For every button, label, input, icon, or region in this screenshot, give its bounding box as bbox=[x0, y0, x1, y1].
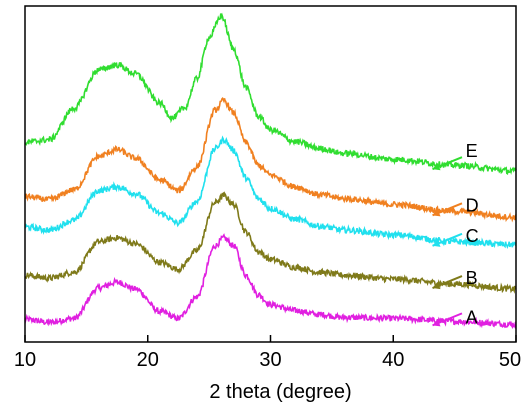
series-arrowhead-e bbox=[432, 162, 441, 171]
series-label-e: E bbox=[466, 141, 478, 161]
x-axis-label: 2 theta (degree) bbox=[209, 381, 351, 403]
x-tick-label-20: 20 bbox=[137, 349, 159, 371]
series-label-c: C bbox=[466, 226, 479, 246]
x-axis-ticks: 10 20 30 40 50 bbox=[14, 335, 521, 371]
series-label-d: D bbox=[466, 195, 479, 215]
series-labels: AB CD E bbox=[432, 141, 479, 327]
series-curves bbox=[24, 12, 517, 330]
series-line-e bbox=[24, 12, 517, 176]
series-label-a: A bbox=[466, 307, 478, 327]
series-arrowhead-c bbox=[432, 239, 441, 247]
x-tick-label-10: 10 bbox=[14, 349, 36, 371]
series-arrowhead-b bbox=[432, 281, 441, 290]
series-line-d bbox=[24, 97, 517, 223]
series-line-b bbox=[24, 191, 517, 294]
series-arrowhead-d bbox=[432, 208, 441, 217]
series-label-b: B bbox=[466, 268, 478, 288]
x-tick-label-40: 40 bbox=[382, 349, 404, 371]
series-line-a bbox=[24, 233, 517, 330]
series-arrowhead-a bbox=[432, 319, 441, 327]
series-line-c bbox=[24, 135, 517, 249]
x-tick-label-50: 50 bbox=[499, 349, 521, 371]
x-tick-label-30: 30 bbox=[259, 349, 281, 371]
